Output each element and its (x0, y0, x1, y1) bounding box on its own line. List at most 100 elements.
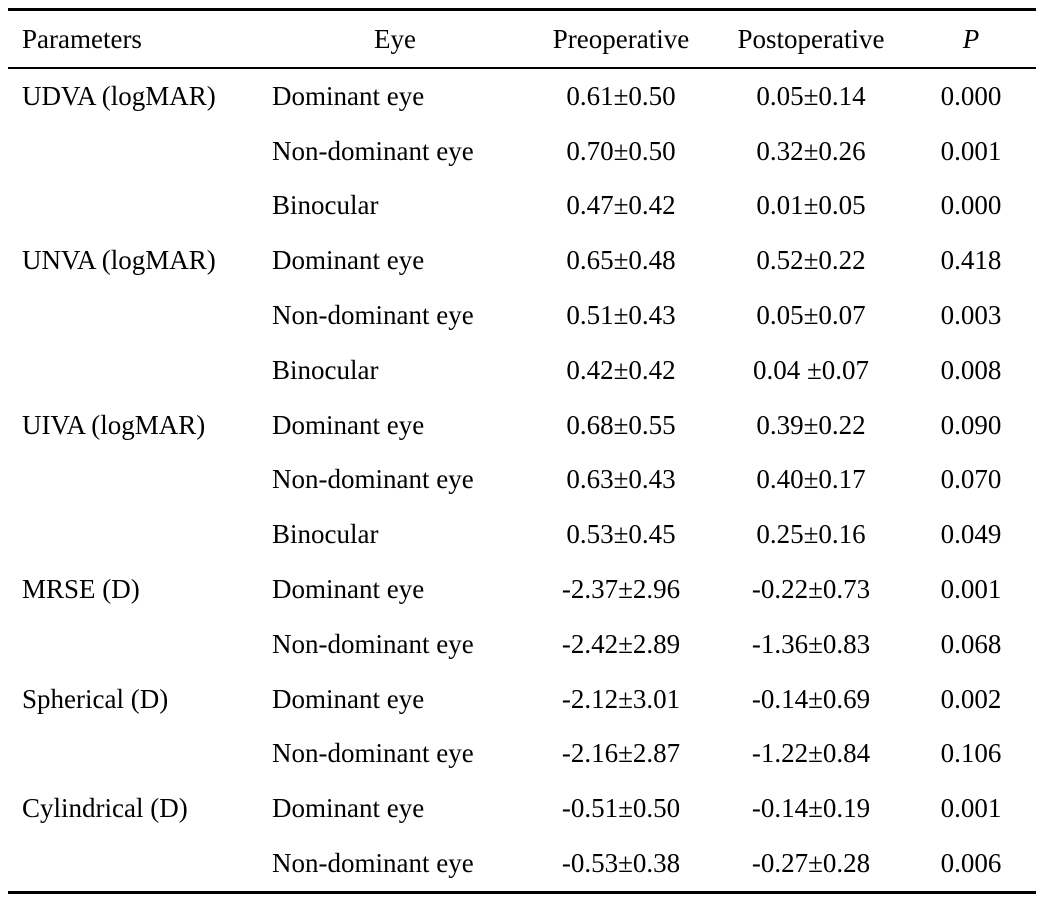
cell-p-value: 0.001 (940, 574, 1002, 605)
table-row: Non-dominant eye 0.63±0.43 0.40±0.17 0.070 (8, 453, 1036, 508)
cell-postoperative: -1.22±0.84 (751, 738, 871, 769)
cell-preoperative: 0.63±0.43 (566, 464, 676, 495)
table-row: Non-dominant eye -2.16±2.87 -1.22±0.84 0.10… (8, 727, 1036, 782)
cell-p-value: 0.090 (940, 409, 1002, 440)
table-header: Parameters Eye Preoperative Postoperativ… (8, 9, 1036, 68)
cell-parameter (8, 507, 264, 562)
cell-preoperative: -0.51±0.50 (561, 793, 681, 824)
cell-eye: Non-dominant eye (272, 464, 474, 495)
results-table-container: Parameters Eye Preoperative Postoperativ… (8, 8, 1036, 894)
cell-eye: Non-dominant eye (272, 135, 474, 166)
table-row: Binocular 0.47±0.42 0.01±0.05 0.000 (8, 179, 1036, 234)
cell-postoperative: -0.14±0.69 (751, 683, 871, 714)
table-row: Cylindrical (D) Dominant eye -0.51±0.50 -0.… (8, 781, 1036, 836)
table-row: MRSE (D) Dominant eye -2.37±2.96 -0.22±0.73… (8, 562, 1036, 617)
cell-eye: Binocular (272, 519, 379, 550)
cell-eye: Non-dominant eye (272, 300, 474, 331)
cell-parameter (8, 343, 264, 398)
cell-preoperative: 0.68±0.55 (566, 409, 676, 440)
cell-parameter: UDVA (logMAR) (22, 80, 216, 111)
cell-p-value: 0.003 (940, 300, 1002, 331)
cell-postoperative: 0.52±0.22 (756, 245, 866, 276)
table-row: Non-dominant eye -2.42±2.89 -1.36±0.83 0.06… (8, 617, 1036, 672)
cell-eye: Non-dominant eye (272, 848, 474, 879)
cell-parameter: UNVA (logMAR) (22, 245, 216, 276)
cell-postoperative: 0.39±0.22 (756, 409, 866, 440)
cell-preoperative: -2.16±2.87 (561, 738, 681, 769)
cell-p-value: 0.418 (940, 245, 1002, 276)
cell-p-value: 0.002 (940, 683, 1002, 714)
header-parameters: Parameters (22, 23, 142, 54)
cell-postoperative: -0.14±0.19 (751, 793, 871, 824)
cell-eye: Binocular (272, 190, 379, 221)
cell-parameter: MRSE (D) (22, 574, 140, 605)
cell-postoperative: -1.36±0.83 (751, 628, 871, 659)
cell-postoperative: 0.25±0.16 (756, 519, 866, 550)
table-row: UNVA (logMAR) Dominant eye 0.65±0.48 0.52±0… (8, 233, 1036, 288)
table-row: Non-dominant eye 0.70±0.50 0.32±0.26 0.001 (8, 124, 1036, 179)
table-row: Spherical (D) Dominant eye -2.12±3.01 -0.14… (8, 672, 1036, 727)
cell-preoperative: -2.42±2.89 (561, 628, 681, 659)
cell-p-value: 0.001 (940, 135, 1002, 166)
cell-postoperative: -0.27±0.28 (751, 848, 871, 879)
cell-p-value: 0.001 (940, 793, 1002, 824)
cell-p-value: 0.068 (940, 628, 1002, 659)
cell-preoperative: 0.70±0.50 (566, 135, 676, 166)
results-table: Parameters Eye Preoperative Postoperativ… (8, 8, 1036, 894)
cell-p-value: 0.106 (940, 738, 1002, 769)
header-row: Parameters Eye Preoperative Postoperativ… (8, 9, 1036, 68)
table-row: Binocular 0.53±0.45 0.25±0.16 0.049 (8, 507, 1036, 562)
header-p-value: P (962, 23, 980, 54)
cell-eye: Dominant eye (272, 80, 425, 111)
cell-parameter (8, 124, 264, 179)
table-row: Non-dominant eye 0.51±0.43 0.05±0.07 0.003 (8, 288, 1036, 343)
cell-preoperative: 0.51±0.43 (566, 300, 676, 331)
cell-eye: Dominant eye (272, 793, 425, 824)
cell-p-value: 0.006 (940, 848, 1002, 879)
table-row: UIVA (logMAR) Dominant eye 0.68±0.55 0.39±0… (8, 398, 1036, 453)
cell-p-value: 0.049 (940, 519, 1002, 550)
cell-parameter (8, 836, 264, 892)
cell-eye: Binocular (272, 354, 379, 385)
cell-preoperative: -0.53±0.38 (561, 848, 681, 879)
cell-parameter (8, 179, 264, 234)
cell-preoperative: 0.47±0.42 (566, 190, 676, 221)
cell-preoperative: -2.37±2.96 (561, 574, 681, 605)
cell-p-value: 0.000 (940, 190, 1002, 221)
cell-postoperative: 0.40±0.17 (756, 464, 866, 495)
cell-preoperative: -2.12±3.01 (561, 683, 681, 714)
cell-preoperative: 0.61±0.50 (566, 80, 676, 111)
cell-p-value: 0.070 (940, 464, 1002, 495)
cell-preoperative: 0.53±0.45 (566, 519, 676, 550)
cell-parameter (8, 617, 264, 672)
cell-preoperative: 0.65±0.48 (566, 245, 676, 276)
cell-eye: Non-dominant eye (272, 738, 474, 769)
cell-parameter: Cylindrical (D) (22, 793, 188, 824)
cell-p-value: 0.008 (940, 354, 1002, 385)
cell-parameter (8, 453, 264, 508)
cell-eye: Dominant eye (272, 683, 425, 714)
table-row: Binocular 0.42±0.42 0.04 ±0.07 0.008 (8, 343, 1036, 398)
cell-p-value: 0.000 (940, 80, 1002, 111)
cell-parameter: Spherical (D) (22, 683, 169, 714)
cell-parameter: UIVA (logMAR) (22, 409, 206, 440)
cell-postoperative: 0.32±0.26 (756, 135, 866, 166)
cell-eye: Dominant eye (272, 245, 425, 276)
header-postoperative: Postoperative (737, 23, 885, 54)
cell-postoperative: 0.05±0.14 (756, 80, 866, 111)
table-row: UDVA (logMAR) Dominant eye 0.61±0.50 0.05±0… (8, 68, 1036, 124)
cell-eye: Non-dominant eye (272, 628, 474, 659)
table-row: Non-dominant eye -0.53±0.38 -0.27±0.28 0.00… (8, 836, 1036, 893)
cell-postoperative: -0.22±0.73 (751, 574, 871, 605)
cell-postoperative: 0.04 ±0.07 (752, 354, 870, 385)
cell-parameter (8, 288, 264, 343)
cell-parameter (8, 727, 264, 782)
cell-eye: Dominant eye (272, 409, 425, 440)
cell-postoperative: 0.05±0.07 (756, 300, 866, 331)
header-preoperative: Preoperative (552, 23, 690, 54)
cell-eye: Dominant eye (272, 574, 425, 605)
cell-preoperative: 0.42±0.42 (566, 354, 676, 385)
table-body: UDVA (logMAR) Dominant eye 0.61±0.50 0.05±0… (8, 68, 1036, 893)
cell-postoperative: 0.01±0.05 (756, 190, 866, 221)
header-eye: Eye (374, 23, 416, 54)
